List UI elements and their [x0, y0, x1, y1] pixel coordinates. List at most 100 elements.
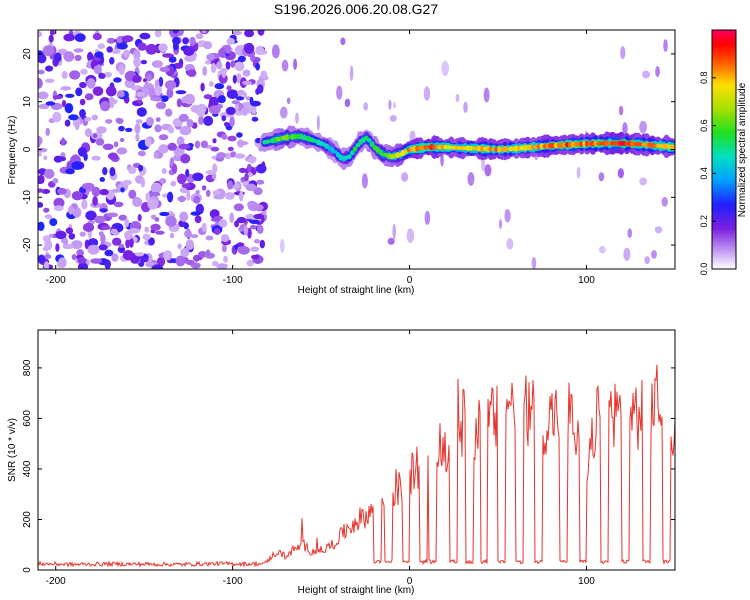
noise-blob — [62, 243, 74, 250]
noise-blob — [107, 152, 119, 160]
noise-blob — [38, 77, 43, 89]
noise-blob — [44, 254, 52, 259]
noise-blob — [259, 239, 265, 249]
noise-blob — [180, 153, 191, 164]
noise-blob — [144, 137, 152, 148]
noise-blob — [249, 219, 261, 224]
noise-blob — [224, 44, 232, 54]
noise-blob — [246, 259, 254, 267]
noise-blob — [124, 218, 130, 228]
noise-blob — [232, 74, 237, 84]
noise-blob — [248, 156, 256, 164]
noise-blob — [140, 59, 147, 65]
noise-blob — [229, 116, 235, 127]
noise-blob — [251, 116, 259, 122]
noise-blob — [194, 215, 202, 224]
noise-blob — [154, 85, 162, 96]
noise-blob — [79, 98, 86, 106]
noise-blob — [208, 96, 219, 107]
noise-blob — [99, 100, 111, 112]
noise-blob — [96, 126, 107, 134]
ridge-core — [429, 144, 434, 151]
noise-blob — [128, 166, 137, 175]
noise-streak — [623, 247, 631, 261]
top-ytick-label: 20 — [22, 48, 33, 60]
noise-streak — [661, 196, 668, 207]
noise-blob — [117, 246, 126, 254]
noise-blob — [73, 48, 84, 53]
noise-blob — [217, 95, 226, 104]
noise-blob — [84, 128, 92, 138]
noise-blob — [236, 216, 247, 224]
noise-blob — [121, 35, 134, 43]
bot-ytick-label: 400 — [22, 460, 33, 477]
noise-blob — [178, 143, 191, 150]
noise-blob — [64, 103, 74, 114]
noise-blob — [102, 143, 114, 150]
noise-blob — [150, 191, 161, 197]
noise-blob — [226, 85, 232, 91]
noise-blob — [200, 82, 205, 92]
noise-blob — [162, 53, 174, 58]
noise-blob — [187, 69, 197, 77]
noise-blob — [245, 96, 251, 101]
noise-blob — [49, 218, 58, 227]
noise-blob — [183, 47, 195, 56]
noise-blob — [38, 188, 45, 193]
noise-blob — [205, 170, 216, 175]
noise-blob — [211, 172, 217, 180]
noise-streak — [620, 46, 626, 60]
noise-blob — [170, 232, 174, 239]
noise-blob — [250, 224, 257, 230]
noise-streak — [389, 115, 397, 122]
noise-blob — [250, 246, 260, 252]
noise-blob — [68, 114, 79, 121]
noise-blob — [177, 243, 182, 250]
noise-blob — [112, 237, 122, 246]
noise-blob — [240, 106, 249, 115]
noise-blob — [57, 187, 67, 195]
noise-blob — [68, 233, 76, 240]
noise-streak — [598, 245, 606, 254]
snr-axes: -200 -100 0 100 0 200 400 600 800 — [22, 330, 675, 587]
noise-streak — [361, 173, 368, 189]
noise-blob — [55, 230, 67, 240]
noise-blob — [146, 116, 154, 126]
noise-blob — [120, 187, 125, 193]
noise-blob — [65, 168, 75, 175]
noise-streak — [639, 177, 648, 186]
noise-blob — [251, 105, 257, 115]
bot-ytick-label: 200 — [22, 511, 33, 528]
noise-blob — [230, 60, 236, 68]
noise-blob — [221, 244, 227, 253]
noise-blob — [109, 167, 116, 177]
noise-blob — [151, 264, 164, 269]
noise-blob — [91, 114, 99, 121]
noise-blob — [99, 73, 106, 79]
noise-blob — [150, 96, 163, 102]
bot-ytick-label: 800 — [22, 359, 33, 376]
noise-streak — [293, 58, 298, 70]
noise-blob — [213, 194, 225, 200]
noise-streak — [340, 37, 346, 46]
noise-blob — [49, 30, 55, 36]
bot-ytick-label: 600 — [22, 410, 33, 427]
noise-blob — [204, 60, 211, 65]
noise-blob — [223, 255, 229, 263]
noise-blob — [38, 152, 43, 157]
noise-blob — [206, 249, 211, 257]
snr-panel: -200 -100 0 100 0 200 400 600 800 Height of stra… — [7, 329, 676, 596]
noise-streak — [406, 228, 415, 244]
noise-blob — [253, 187, 263, 196]
noise-blob — [150, 223, 161, 231]
noise-blob — [64, 119, 71, 127]
noise-blob — [92, 133, 98, 138]
noise-blob — [151, 60, 163, 68]
noise-blob — [178, 113, 189, 122]
bot-xtick-label: -200 — [46, 576, 66, 587]
noise-blob — [134, 123, 141, 134]
noise-blob — [42, 45, 54, 57]
noise-blob — [38, 221, 45, 231]
